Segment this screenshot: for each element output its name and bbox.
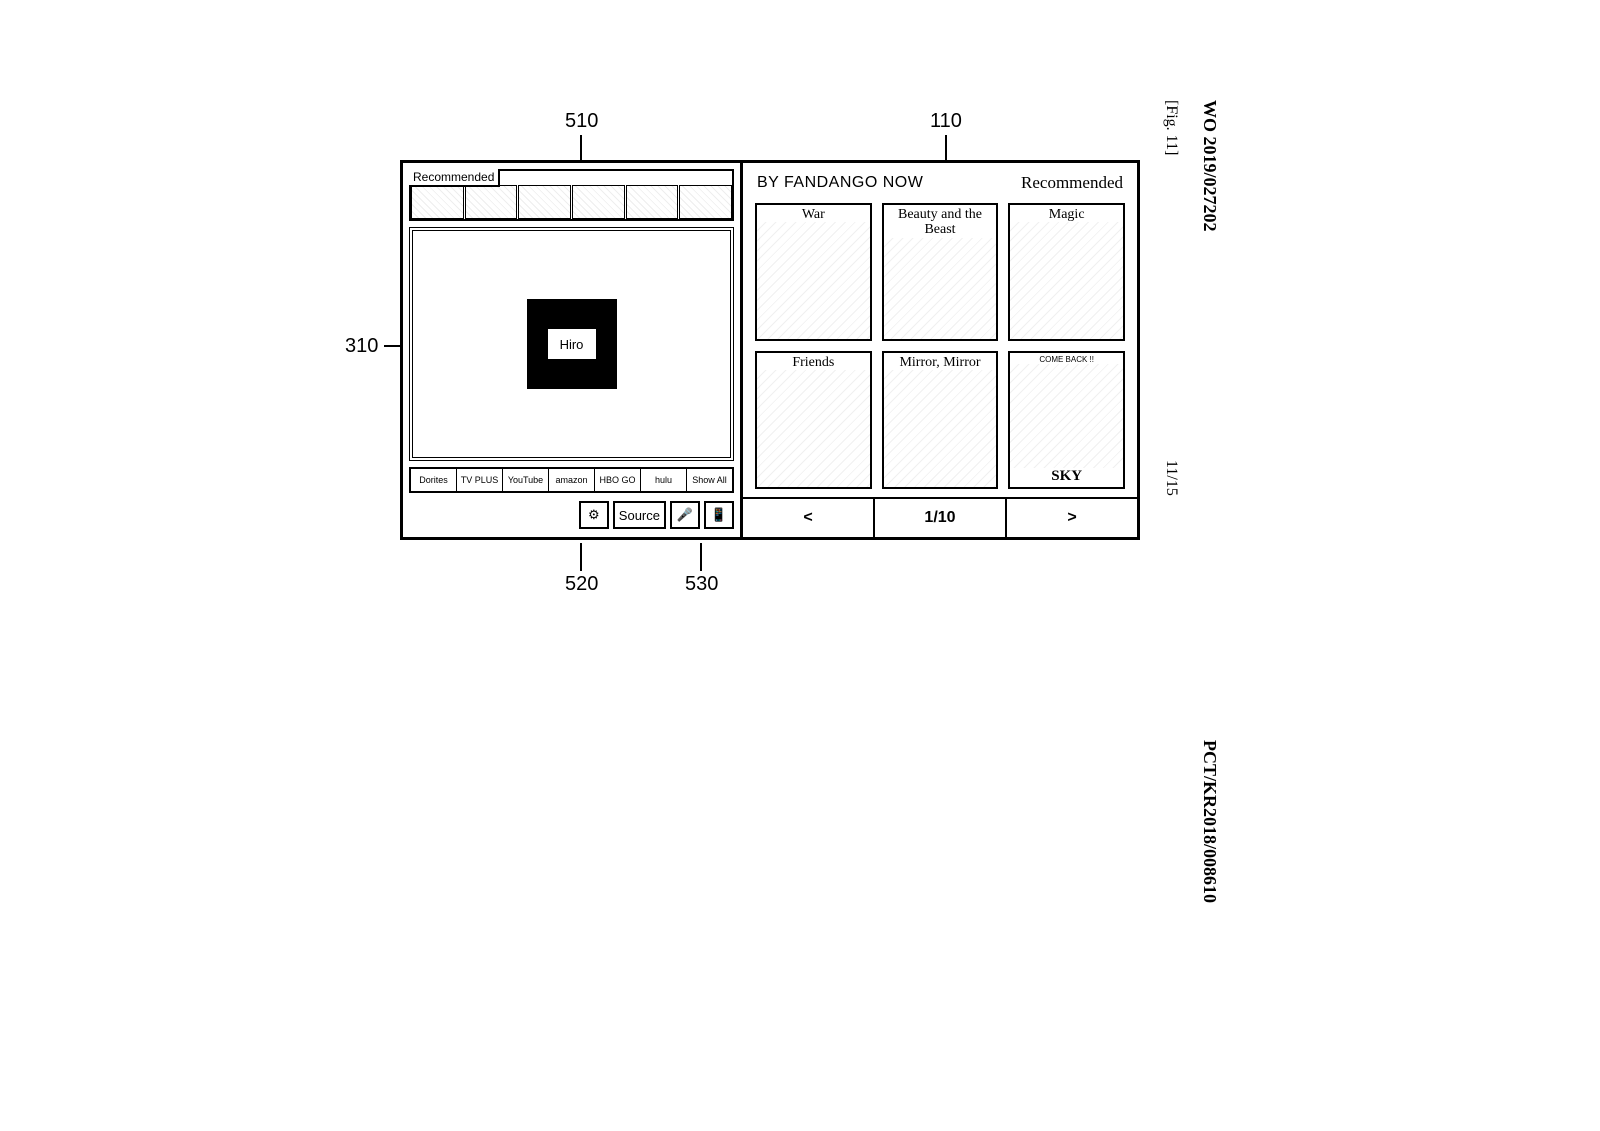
- source-button[interactable]: Source: [613, 501, 666, 529]
- rec-thumb[interactable]: [465, 185, 518, 219]
- remote-icon: 📱: [711, 507, 727, 523]
- page-number: 11/15: [1162, 460, 1180, 496]
- content-tile[interactable]: War: [755, 203, 872, 341]
- gear-icon: ⚙: [588, 507, 600, 523]
- app-tile[interactable]: hulu: [641, 469, 687, 491]
- tile-image: [1010, 222, 1123, 339]
- tile-image: [757, 222, 870, 339]
- control-row: ⚙ Source 🎤 📱: [409, 499, 734, 531]
- rec-thumb[interactable]: [626, 185, 679, 219]
- video-area[interactable]: Hiro: [409, 227, 734, 461]
- publication-id: WO 2019/027202: [1199, 100, 1220, 232]
- page-nav: < 1/10 >: [743, 497, 1137, 537]
- mic-button[interactable]: 🎤: [670, 501, 700, 529]
- content-tile[interactable]: Friends: [755, 351, 872, 489]
- rec-thumb[interactable]: [411, 185, 464, 219]
- page-indicator: 1/10: [875, 499, 1007, 537]
- content-tile[interactable]: Beauty and the Beast: [882, 203, 999, 341]
- next-button[interactable]: >: [1007, 499, 1137, 537]
- tile-title: War: [757, 205, 870, 222]
- tile-footer: SKY: [1010, 468, 1123, 487]
- app-tile[interactable]: HBO GO: [595, 469, 641, 491]
- callout-520: 520: [565, 573, 598, 596]
- tile-title: Mirror, Mirror: [884, 353, 997, 370]
- tv-ui-frame: Recommended Hiro D: [400, 160, 1140, 540]
- settings-button[interactable]: ⚙: [579, 501, 609, 529]
- application-id: PCT/KR2018/008610: [1199, 740, 1220, 903]
- rec-thumb[interactable]: [679, 185, 732, 219]
- remote-button[interactable]: 📱: [704, 501, 734, 529]
- content-grid: War Beauty and the Beast Magic Friends: [743, 199, 1137, 497]
- app-tile[interactable]: amazon: [549, 469, 595, 491]
- callout-510: 510: [565, 110, 598, 133]
- provider-label: BY FANDANGO NOW: [757, 174, 923, 192]
- tile-image: [757, 370, 870, 487]
- callout-530: 530: [685, 573, 718, 596]
- tile-subtitle: COME BACK !!: [1010, 353, 1123, 364]
- app-tile[interactable]: TV PLUS: [457, 469, 503, 491]
- rec-thumb[interactable]: [572, 185, 625, 219]
- content-tile[interactable]: Magic: [1008, 203, 1125, 341]
- figure-label: [Fig. 11]: [1162, 100, 1180, 155]
- app-tile[interactable]: YouTube: [503, 469, 549, 491]
- tile-title: Beauty and the Beast: [884, 205, 997, 238]
- callout-310: 310: [345, 335, 378, 358]
- video-label: Hiro: [548, 329, 596, 359]
- recommended-label: Recommended: [409, 169, 500, 187]
- left-panel: Recommended Hiro D: [403, 163, 743, 537]
- app-row: Dorites TV PLUS YouTube amazon HBO GO hu…: [409, 467, 734, 493]
- tile-title: Magic: [1010, 205, 1123, 222]
- rec-thumb[interactable]: [518, 185, 571, 219]
- right-panel: BY FANDANGO NOW Recommended War Beauty a…: [743, 163, 1137, 537]
- app-tile[interactable]: Show All: [687, 469, 732, 491]
- app-tile[interactable]: Dorites: [411, 469, 457, 491]
- tile-image: [884, 238, 997, 339]
- content-tile[interactable]: COME BACK !! SKY: [1008, 351, 1125, 489]
- mic-icon: 🎤: [677, 507, 693, 523]
- recommended-strip[interactable]: Recommended: [409, 169, 734, 221]
- prev-button[interactable]: <: [743, 499, 875, 537]
- callout-110: 110: [930, 110, 962, 133]
- tile-title: Friends: [757, 353, 870, 370]
- section-label: Recommended: [1021, 173, 1123, 193]
- tile-image: [1010, 364, 1123, 468]
- content-tile[interactable]: Mirror, Mirror: [882, 351, 999, 489]
- tile-image: [884, 370, 997, 487]
